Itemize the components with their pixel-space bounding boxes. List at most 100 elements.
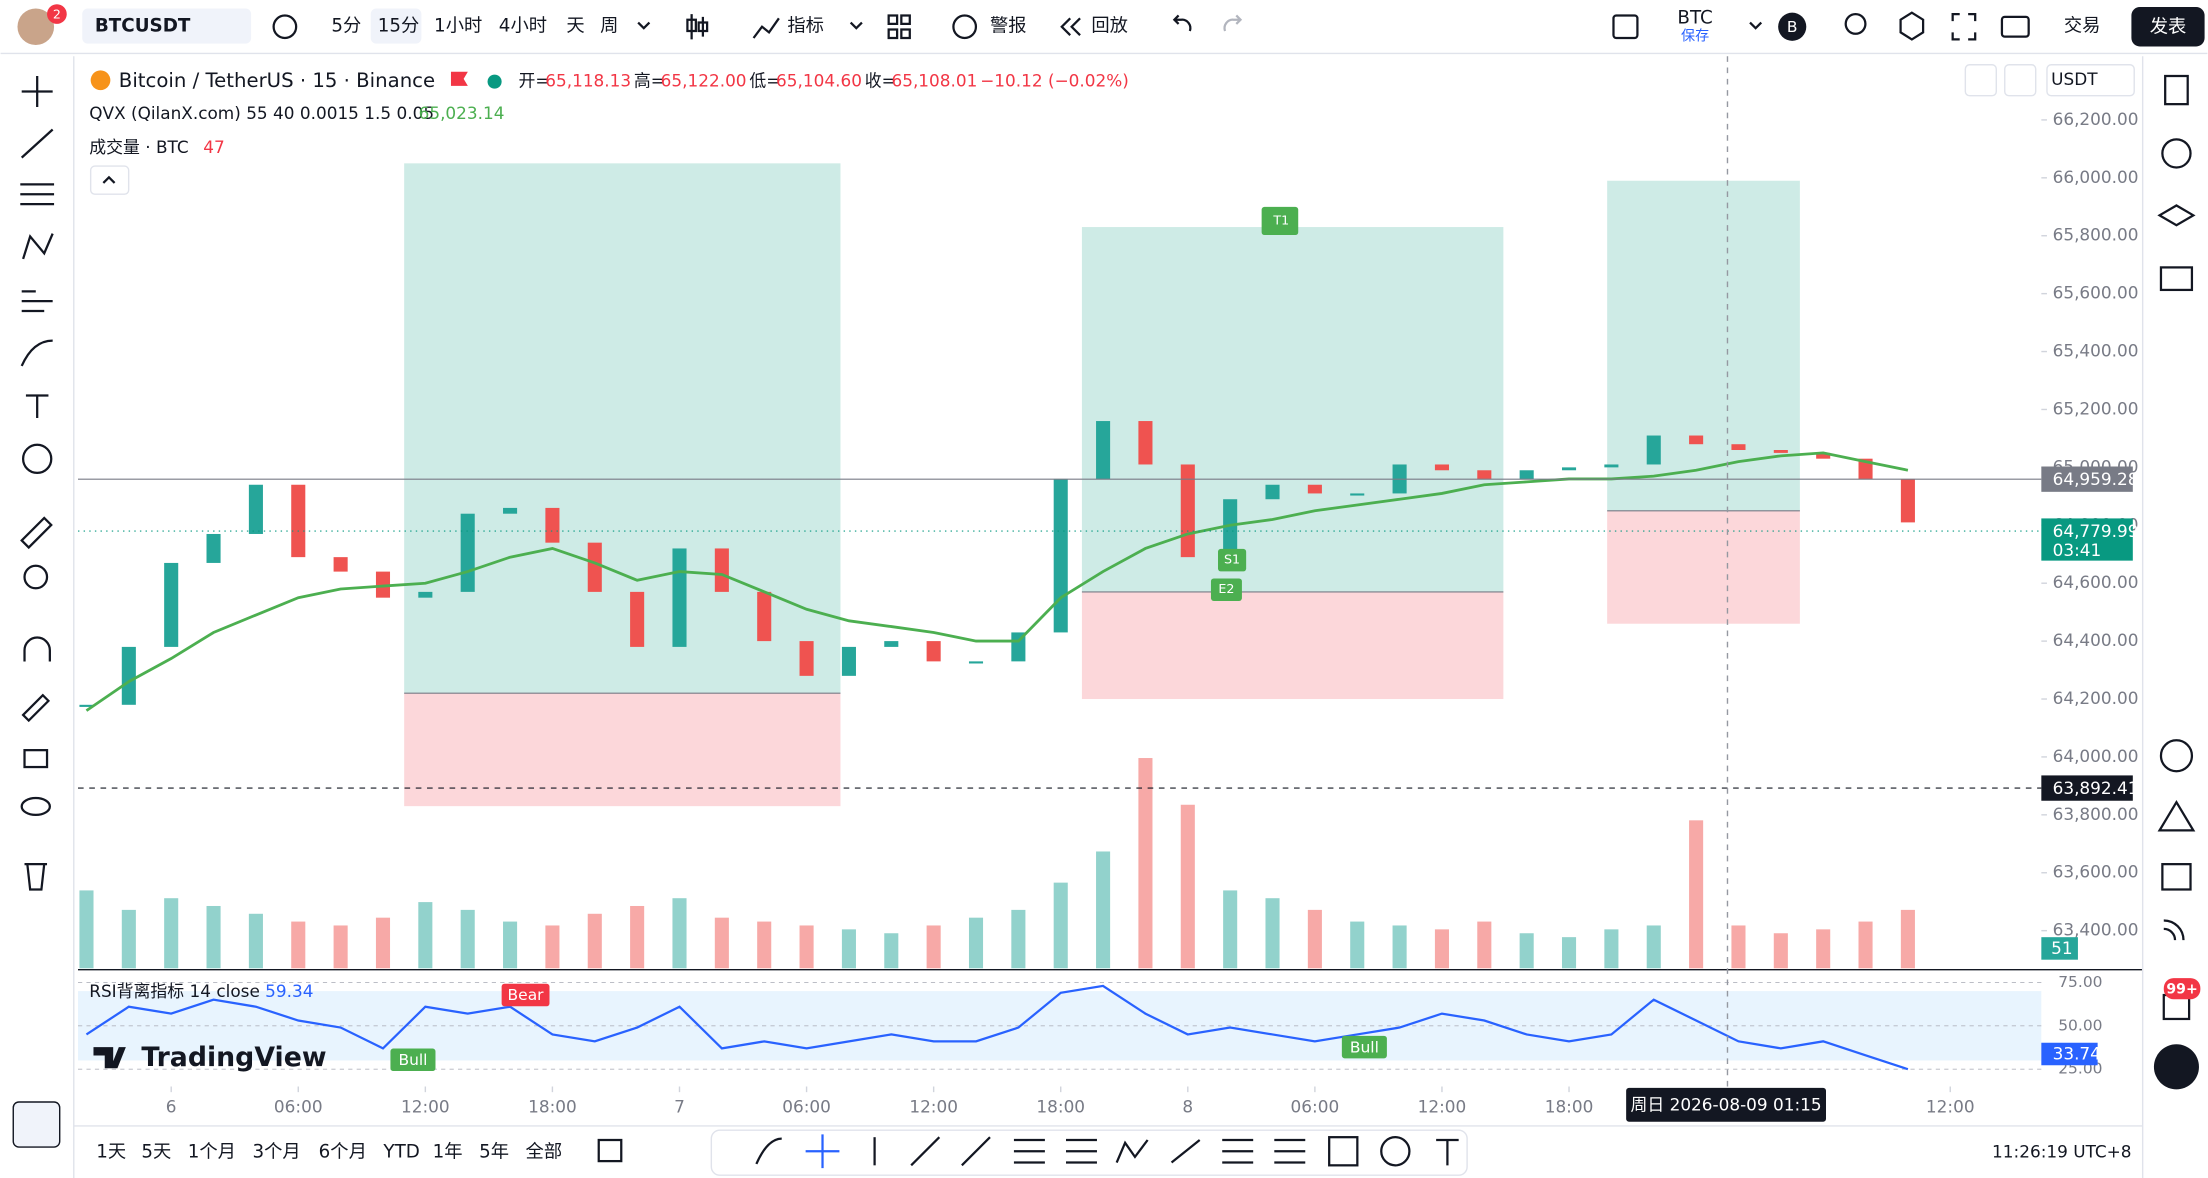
tool[interactable] (1170, 1139, 1201, 1164)
add-symbol-icon[interactable] (272, 14, 298, 40)
volume-bar (1900, 909, 1915, 969)
replay-icon[interactable] (1060, 17, 1081, 36)
currency[interactable]: USDT (2051, 69, 2098, 89)
collapse-button[interactable] (89, 165, 130, 195)
trend-line-tool[interactable] (20, 128, 54, 159)
crosshair-tool[interactable] (21, 76, 53, 107)
ideas-icon[interactable] (2159, 739, 2194, 773)
undo-icon[interactable] (1172, 14, 1192, 32)
range-button[interactable]: 5天 (141, 1142, 171, 1163)
delete-tool[interactable] (24, 863, 48, 891)
magnet-tool[interactable] (23, 636, 51, 662)
tool[interactable] (961, 1136, 991, 1167)
tool[interactable] (805, 1134, 840, 1169)
range-button[interactable]: 6个月 (319, 1142, 367, 1163)
calendar-icon[interactable] (2161, 863, 2192, 891)
volume-bar (799, 925, 814, 969)
replay[interactable]: 回放 (1091, 16, 1128, 37)
emoji-tool[interactable] (21, 443, 53, 475)
chevron[interactable] (849, 21, 863, 30)
projection-tool[interactable] (21, 290, 53, 313)
fib-tool[interactable] (20, 183, 55, 206)
bull-signal: Bull (398, 1051, 427, 1069)
indicators-icon[interactable] (752, 17, 780, 39)
chevron[interactable] (637, 21, 651, 30)
fullscreen-icon[interactable] (1951, 12, 1977, 41)
volume-bar (1265, 898, 1280, 969)
flag[interactable] (450, 71, 468, 86)
interval[interactable]: 15分 (378, 16, 420, 37)
favorites-button[interactable] (12, 1101, 61, 1148)
indicators[interactable]: 指标 (787, 16, 824, 37)
alert[interactable]: 警报 (990, 16, 1027, 37)
hide-tool[interactable] (20, 796, 51, 817)
ruler-tool[interactable] (20, 516, 53, 550)
interval[interactable]: 5分 (331, 16, 361, 37)
zoom-tool[interactable] (23, 564, 49, 590)
currency-box[interactable] (2046, 64, 2135, 97)
chat-icon[interactable] (2159, 266, 2194, 292)
tool[interactable] (1115, 1139, 1149, 1163)
symbol[interactable]: BTCUSDT (95, 16, 191, 37)
tool[interactable] (1436, 1138, 1459, 1166)
volume-tag (2041, 937, 2078, 960)
snapshot-icon[interactable] (2000, 15, 2030, 38)
scale-button[interactable] (2004, 64, 2037, 97)
layers-icon[interactable] (2157, 204, 2196, 227)
interval[interactable]: 4小时 (499, 16, 547, 37)
range-button[interactable]: 3个月 (253, 1142, 301, 1163)
tool[interactable] (1328, 1136, 1359, 1167)
range-button[interactable]: 1个月 (188, 1142, 236, 1163)
indicator-legend: QVX (QilanX.com) 55 40 0.0015 1.5 0.05 (89, 103, 434, 123)
y-tick-label: 66,000.00 (2053, 167, 2139, 187)
ohlc: 开=65,118.13 高=65,122.00 低=65,104.60 收=65,10… (519, 71, 978, 91)
chart-type-icon[interactable] (686, 14, 709, 40)
publish[interactable]: 发表 (2150, 16, 2187, 37)
range-button[interactable]: YTD (382, 1142, 419, 1163)
search-icon[interactable] (1844, 12, 1867, 35)
save-status[interactable]: 保存 (1681, 29, 1709, 45)
chevron[interactable] (1749, 21, 1763, 30)
bear-signal: Bear (508, 986, 545, 1004)
layout-icon[interactable] (1612, 14, 1639, 40)
tool[interactable] (1274, 1138, 1306, 1164)
profile-circle[interactable] (1778, 12, 1807, 41)
tool[interactable] (1380, 1136, 1411, 1167)
alerts-icon[interactable] (2161, 138, 2192, 169)
tool[interactable] (1222, 1138, 1254, 1164)
interval[interactable]: 周 (600, 16, 618, 37)
symbol-box[interactable] (82, 8, 252, 44)
avatar[interactable] (17, 8, 55, 46)
templates-icon[interactable] (887, 14, 911, 40)
tool[interactable] (755, 1137, 782, 1165)
lock-draw-tool[interactable] (21, 693, 51, 723)
range-button[interactable]: 全部 (526, 1142, 563, 1163)
brush-tool[interactable] (20, 339, 53, 367)
alert-icon[interactable] (952, 14, 978, 40)
collapse-icon[interactable] (102, 175, 116, 184)
layout-name[interactable]: BTC (1677, 7, 1712, 28)
watchlist-icon[interactable] (2164, 74, 2189, 106)
tool[interactable] (1013, 1138, 1045, 1164)
goto-date-icon[interactable] (597, 1138, 623, 1163)
profile[interactable]: B (1787, 18, 1798, 36)
tool[interactable] (910, 1136, 941, 1167)
pattern-tool[interactable] (22, 233, 54, 260)
trade[interactable]: 交易 (2064, 16, 2101, 37)
streams-icon[interactable] (2157, 800, 2196, 832)
apps-button[interactable] (2153, 1044, 2199, 1090)
text-tool[interactable] (25, 394, 49, 418)
range-button[interactable]: 1天 (96, 1142, 126, 1163)
range-button[interactable]: 5年 (479, 1142, 509, 1163)
range-button[interactable]: 1年 (433, 1142, 463, 1163)
redo-icon (1223, 14, 1243, 32)
settings-icon[interactable] (1899, 11, 1925, 41)
interval[interactable]: 天 (566, 16, 584, 37)
tool[interactable] (1066, 1138, 1097, 1164)
news-icon[interactable] (2163, 919, 2185, 941)
candle (841, 646, 856, 676)
publish-button[interactable] (2131, 7, 2205, 47)
interval[interactable]: 1小时 (434, 16, 482, 37)
lock-tool[interactable] (23, 749, 49, 769)
scroll-button[interactable] (1964, 64, 1997, 97)
